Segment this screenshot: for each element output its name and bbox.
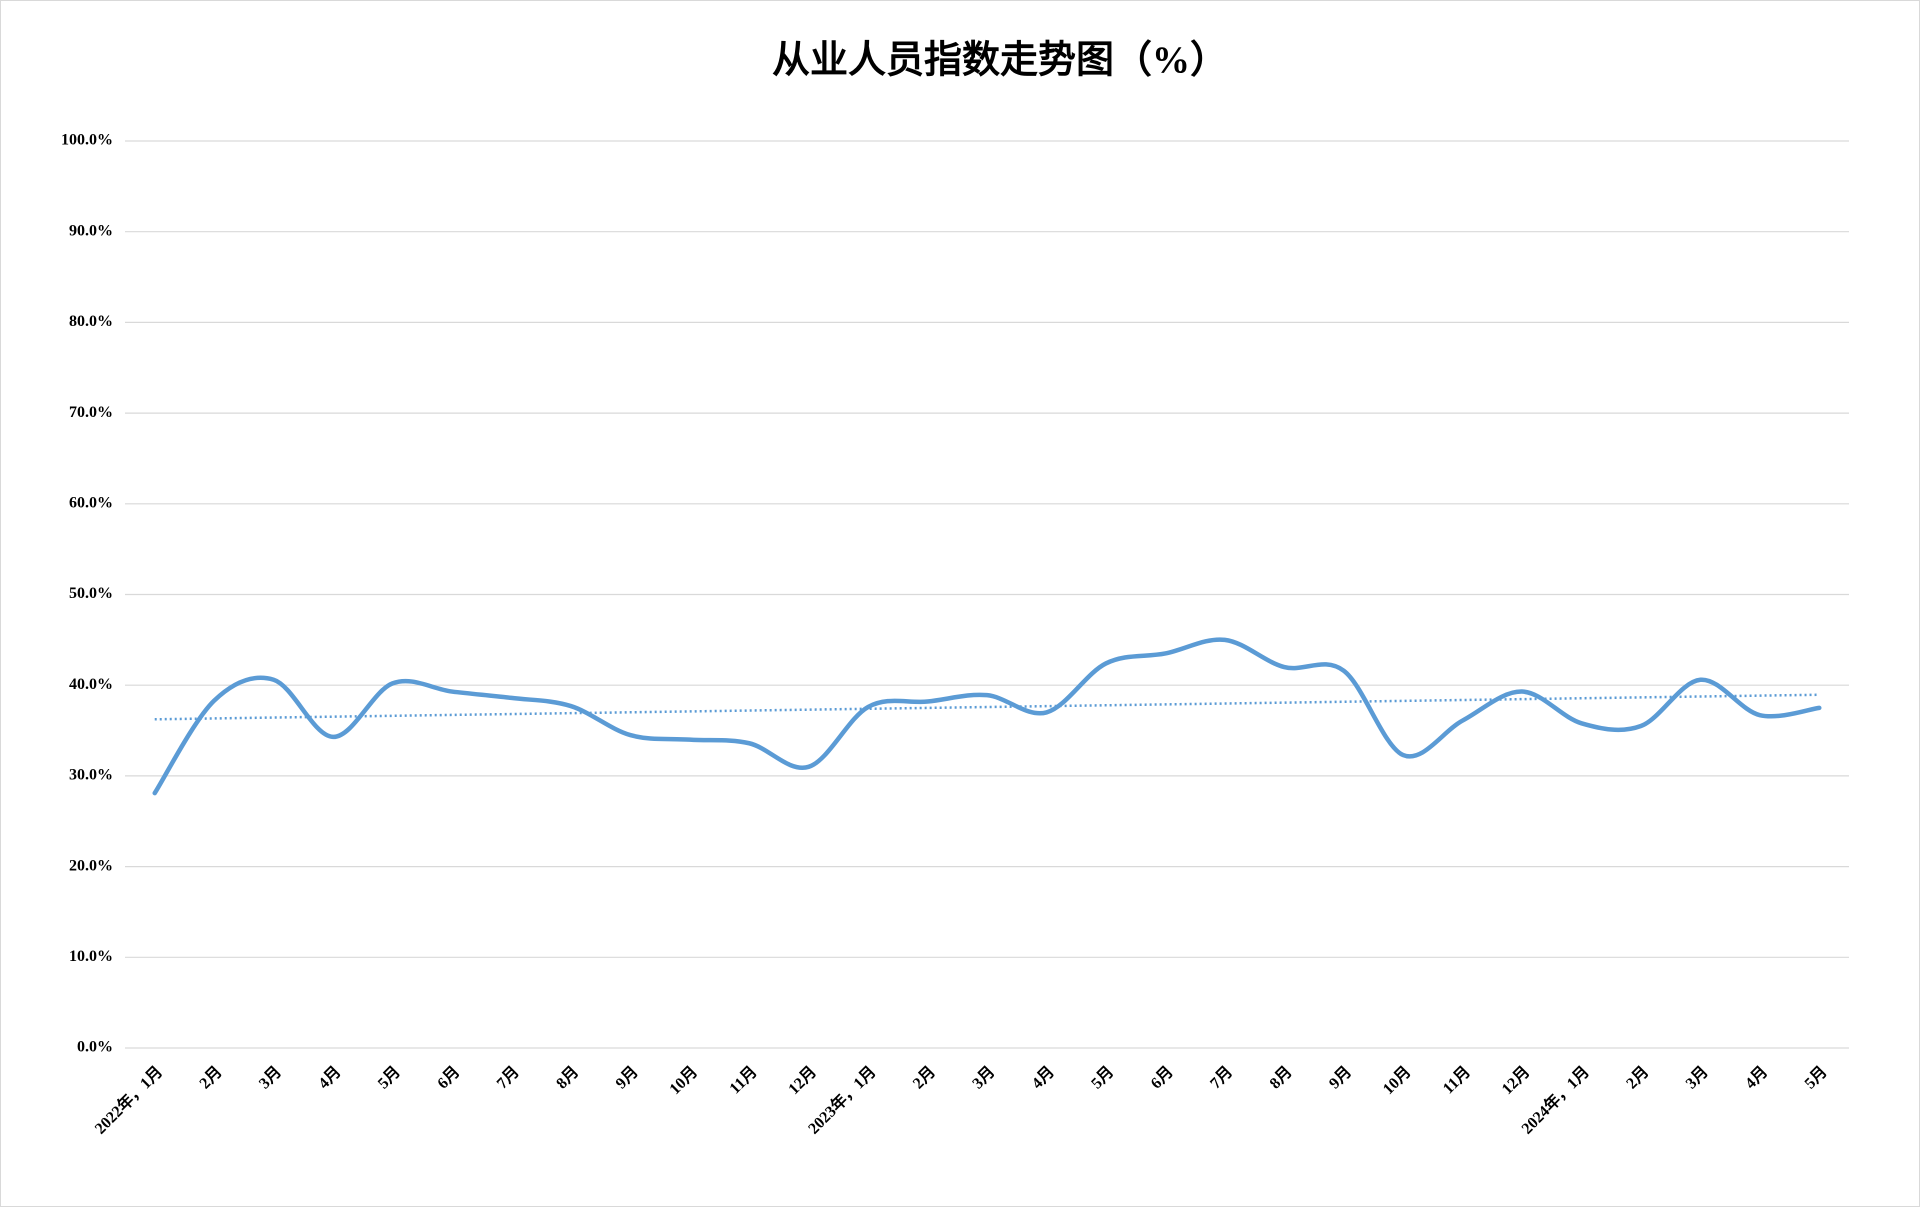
y-tick-label: 90.0%	[69, 222, 113, 239]
data-line	[152, 637, 1822, 796]
y-tick-label: 50.0%	[69, 585, 113, 602]
y-tick-label: 80.0%	[69, 313, 113, 330]
y-tick-label: 0.0%	[77, 1039, 113, 1056]
y-tick-label: 60.0%	[69, 494, 113, 511]
y-tick-label: 70.0%	[69, 404, 113, 421]
y-tick-label: 40.0%	[69, 676, 113, 693]
y-tick-label: 30.0%	[69, 767, 113, 784]
y-tick-label: 20.0%	[69, 857, 113, 874]
y-tick-label: 10.0%	[69, 948, 113, 965]
y-tick-label: 100.0%	[61, 132, 113, 149]
chart-title: 从业人员指数走势图（%）	[772, 40, 1228, 82]
